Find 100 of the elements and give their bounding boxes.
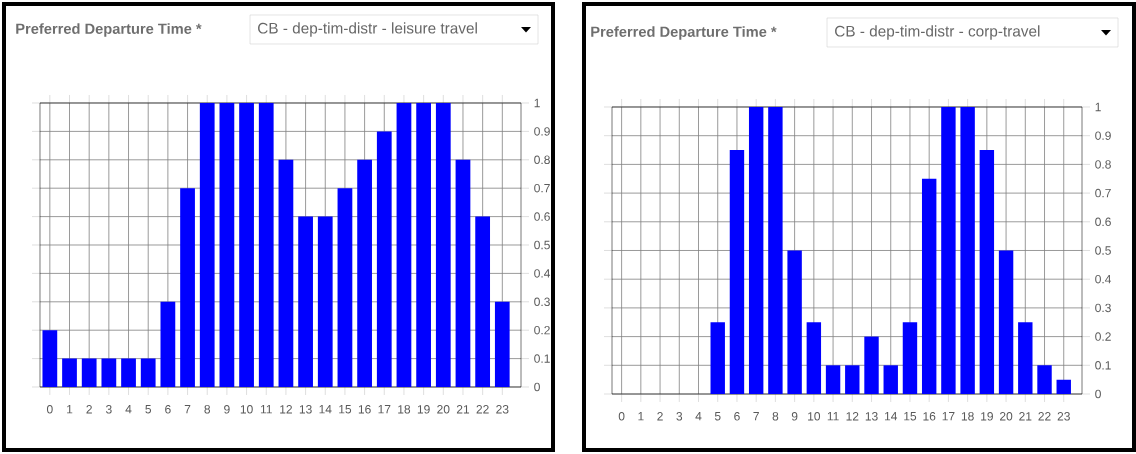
y-tick-label: 0.5 [534, 240, 550, 250]
x-tick-label: 10 [808, 412, 821, 421]
y-tick-label: 0.9 [534, 127, 550, 136]
x-tick-label: 0 [46, 405, 53, 414]
x-tick-label: 5 [714, 412, 721, 421]
x-tick-label: 3 [105, 405, 112, 414]
bar [435, 103, 451, 387]
x-tick-label: 11 [827, 412, 839, 421]
x-tick-label: 22 [476, 405, 489, 414]
y-tick-label: 0.4 [534, 269, 551, 278]
chart-title: Preferred Departure Time * [16, 23, 202, 37]
bar [199, 103, 215, 387]
x-tick-label: 8 [204, 405, 211, 414]
x-tick-label: 23 [1057, 412, 1070, 421]
x-tick-label: 19 [417, 405, 430, 414]
x-tick-label: 16 [923, 412, 936, 421]
x-tick-label: 23 [496, 405, 509, 414]
bar [376, 131, 392, 387]
bar [416, 103, 431, 387]
bar [960, 107, 975, 394]
y-tick-label: 0.3 [534, 297, 550, 307]
bar [357, 159, 372, 387]
x-tick-label: 11 [260, 405, 272, 414]
bar [278, 159, 294, 387]
bar [1037, 365, 1052, 394]
x-tick-label: 2 [657, 412, 663, 421]
bar [219, 103, 235, 387]
chart-title: Preferred Departure Time * [591, 26, 777, 40]
y-tick-label: 0.8 [534, 155, 550, 165]
y-tick-label: 0.7 [1095, 188, 1111, 198]
chart-subtitle: CB - dep-tim-distr - leisure travel [258, 22, 477, 37]
y-tick-label: 1 [534, 98, 540, 108]
x-tick-label: 7 [753, 412, 759, 421]
bar [42, 330, 58, 387]
x-tick-label: 18 [398, 405, 411, 414]
y-tick-label: 0.6 [534, 212, 550, 221]
y-tick-label: 0.1 [534, 354, 550, 363]
x-tick-label: 13 [865, 412, 878, 421]
y-tick-label: 1 [1095, 102, 1101, 112]
x-tick-label: 2 [86, 405, 92, 414]
x-tick-label: 14 [884, 412, 898, 421]
y-tick-label: 0.4 [1095, 274, 1112, 284]
x-tick-label: 13 [299, 405, 312, 414]
bar [494, 301, 510, 387]
x-tick-label: 4 [695, 412, 702, 421]
chart-subtitle: CB - dep-tim-distr - corp-travel [835, 25, 1040, 40]
y-tick-label: 0.8 [1095, 160, 1111, 169]
bar [475, 216, 491, 387]
x-tick-label: 12 [280, 405, 292, 414]
bar [845, 365, 860, 394]
bar [921, 178, 937, 394]
bar [1056, 379, 1071, 394]
bar [1018, 322, 1033, 394]
x-tick-label: 6 [165, 405, 171, 414]
y-tick-label: 0.6 [1095, 217, 1111, 227]
y-tick-label: 0.7 [534, 183, 550, 193]
x-tick-label: 17 [378, 405, 391, 414]
bar [121, 358, 136, 387]
bar [979, 150, 995, 394]
x-tick-label: 1 [638, 412, 644, 421]
x-tick-label: 14 [319, 405, 332, 414]
x-tick-label: 9 [224, 405, 230, 414]
x-tick-label: 22 [1038, 412, 1051, 421]
y-tick-label: 0.9 [1095, 131, 1111, 140]
bar [729, 150, 745, 394]
x-tick-label: 4 [125, 405, 132, 414]
x-tick-label: 21 [456, 405, 470, 414]
x-tick-label: 8 [772, 412, 779, 421]
x-tick-label: 0 [618, 412, 625, 421]
x-tick-label: 17 [942, 412, 955, 421]
bar [455, 159, 471, 387]
y-tick-label: 0.1 [1095, 361, 1111, 370]
bar [239, 103, 254, 387]
x-tick-label: 15 [339, 405, 352, 414]
x-tick-label: 6 [734, 412, 740, 421]
y-tick-label: 0 [1095, 389, 1101, 399]
bar [768, 107, 783, 394]
x-tick-label: 9 [791, 412, 798, 421]
bar [160, 301, 176, 387]
x-tick-label: 12 [846, 412, 859, 421]
x-tick-label: 1 [67, 405, 73, 414]
bar [748, 107, 764, 394]
y-tick-label: 0.5 [1095, 246, 1111, 255]
x-tick-label: 20 [437, 405, 450, 414]
bar [258, 103, 274, 387]
bar [902, 322, 918, 394]
y-tick-label: 0.2 [534, 325, 550, 335]
bar [298, 216, 313, 387]
bar [140, 358, 156, 387]
x-tick-label: 15 [904, 412, 917, 421]
x-tick-label: 18 [961, 412, 974, 421]
x-tick-label: 3 [676, 412, 683, 421]
y-tick-label: 0 [534, 382, 540, 392]
y-tick-label: 0.2 [1095, 332, 1111, 341]
bar [81, 358, 97, 387]
bar [337, 188, 353, 387]
bar [396, 103, 412, 387]
y-tick-label: 0.3 [1095, 303, 1111, 313]
bar [62, 358, 77, 387]
bar [787, 250, 802, 394]
